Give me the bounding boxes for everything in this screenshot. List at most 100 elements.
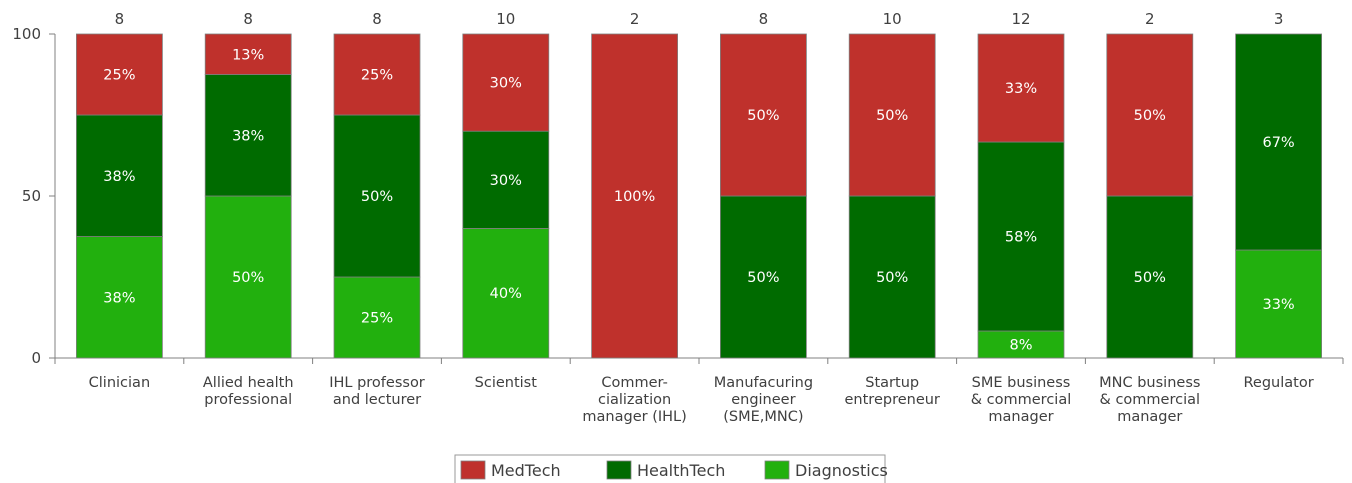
legend-swatch-medtech [460,460,486,480]
data-label: 38% [232,128,264,144]
bar-total-label: 2 [1145,10,1155,28]
x-category-label-line: and lecturer [333,392,421,408]
bar-segment-healthtech [204,74,292,197]
x-category-label-line: (SME,MNC) [723,409,803,425]
data-label: 50% [747,108,779,124]
bar-segment-medtech [591,33,678,359]
bar-segment-healthtech [977,141,1065,332]
data-label: 50% [876,108,908,124]
x-category-label-line: Manufacuring [714,375,813,391]
data-label: 50% [876,270,908,286]
x-category-label: Manufacuring engineer (SME,MNC) [714,375,813,425]
data-label: 33% [1005,81,1037,97]
bar-total-label: 2 [630,10,640,28]
legend: MedTech HealthTech Diagnostics [454,454,888,483]
data-label: 50% [361,189,393,205]
bar-segment-healthtech [333,114,421,278]
x-category-label-line: cialization [598,392,671,408]
x-category-label-line: SME business [972,375,1071,391]
data-label: 25% [103,68,135,84]
data-label: 38% [103,169,135,185]
bar-total-label: 8 [759,10,769,28]
data-label: 8% [1009,338,1032,354]
bars [76,33,1322,359]
bar-total-label: 8 [372,10,382,28]
data-label: 50% [232,270,264,286]
bar-total-label: 12 [1011,10,1030,28]
bar-total-label: 10 [883,10,902,28]
bar-segment-healthtech [1235,33,1322,251]
bar-segment-medtech [977,33,1065,143]
legend-label-healthtech: HealthTech [637,461,725,480]
x-category-label-line: engineer [731,392,795,408]
bar-segment-diagnostics [333,276,421,359]
bar-segment-diagnostics [76,236,163,359]
bar-segment-healthtech [720,195,807,359]
data-label: 100% [614,189,655,205]
x-category-label-line: Scientist [475,375,538,391]
x-category-label-line: & commercial [1100,392,1201,408]
x-category-label: Commer-cialization manager (IHL) [582,375,686,425]
data-label: 50% [1134,108,1166,124]
data-label: 30% [490,173,522,189]
legend-label-diagnostics: Diagnostics [795,461,888,480]
x-category-label-line: & commercial [971,392,1072,408]
y-tick-label: 100 [12,25,41,43]
data-label: 67% [1262,135,1294,151]
y-tick-label: 50 [22,187,41,205]
data-label: 25% [361,68,393,84]
x-category-label-line: entrepreneur [845,392,940,408]
data-label: 30% [490,76,522,92]
x-category-label-line: IHL professor [329,375,425,391]
bar-total-label: 3 [1274,10,1284,28]
data-label: 33% [1262,297,1294,313]
x-category-label: IHL professor and lecturer [329,375,425,408]
bar-segment-medtech [76,33,163,116]
x-category-label: Scientist [475,375,538,391]
data-label: 38% [103,290,135,306]
legend-swatch-diagnostics [764,460,790,480]
data-label: 50% [747,270,779,286]
x-category-label-line: manager [1117,409,1182,425]
bar-segment-medtech [462,33,550,132]
x-category-label-line: manager (IHL) [582,409,686,425]
bar-segment-medtech [848,33,936,197]
x-category-label-line: manager [988,409,1053,425]
bar-total-label: 8 [115,10,125,28]
x-category-label: Startup entrepreneur [845,375,940,408]
y-tick-label: 0 [31,349,41,367]
data-label: 40% [490,286,522,302]
bar-segment-medtech [1106,33,1194,197]
x-category-label-line: professional [204,392,292,408]
bar-segment-diagnostics [462,227,550,359]
x-category-label: Clinician [89,375,150,391]
bar-segment-medtech [204,33,292,75]
x-category-label: Allied health professional [203,375,294,408]
legend-box [454,454,886,483]
x-category-label-line: MNC business [1099,375,1200,391]
x-category-label-line: Commer- [601,375,667,391]
bar-segment-healthtech [1106,195,1194,359]
bar-total-label: 8 [243,10,253,28]
legend-label-medtech: MedTech [491,461,561,480]
data-label: 50% [1134,270,1166,286]
x-category-label-line: Regulator [1244,375,1314,391]
x-category-label-line: Startup [865,375,919,391]
bar-segment-medtech [720,33,807,197]
data-label: 25% [361,311,393,327]
data-label: 13% [232,47,264,63]
bar-segment-healthtech [76,114,163,237]
bar-segment-diagnostics [1235,249,1322,359]
x-category-label: Regulator [1244,375,1314,391]
legend-swatch-healthtech [606,460,632,480]
bar-segment-healthtech [462,130,550,229]
bar-segment-diagnostics [204,195,292,359]
x-category-label-line: Clinician [89,375,150,391]
bar-segment-healthtech [848,195,936,359]
x-category-label: SME business & commercial manager [971,375,1072,425]
data-label: 58% [1005,230,1037,246]
bar-total-label: 10 [496,10,515,28]
x-category-label: MNC business & commercial manager [1099,375,1200,425]
